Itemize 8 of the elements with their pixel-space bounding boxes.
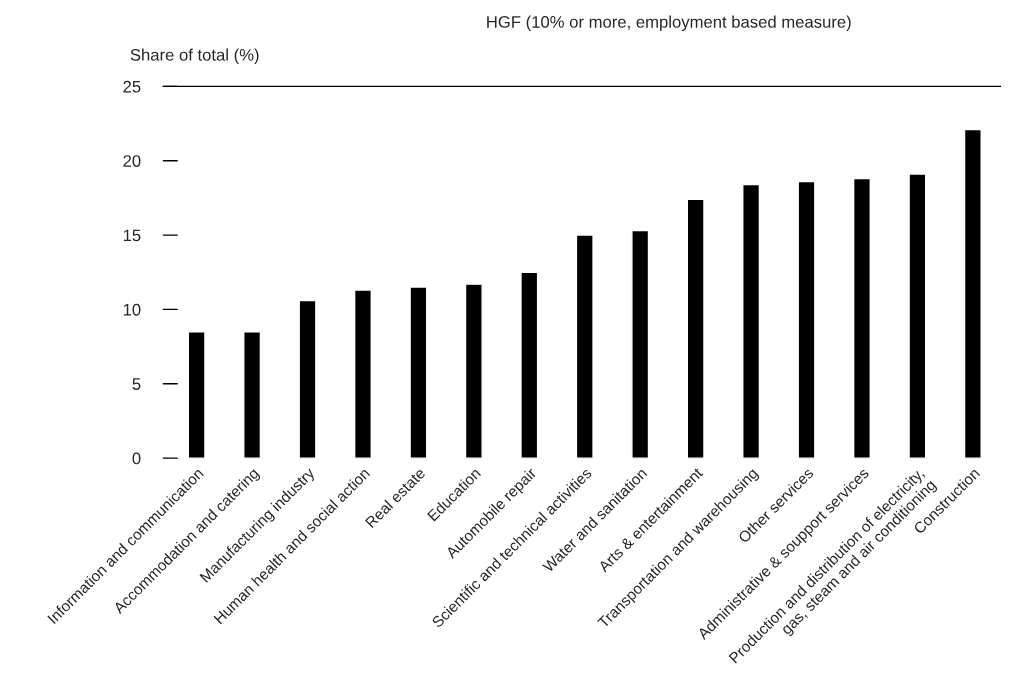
y-tick-label: 25	[123, 80, 141, 93]
y-axis-title: Share of total (%)	[130, 48, 259, 65]
y-tick-label: 0	[132, 452, 141, 465]
chart-title: HGF (10% or more, employment based measure)	[487, 15, 851, 32]
y-tick-label: 5	[132, 378, 141, 390]
y-tick-label: 10	[123, 303, 141, 316]
y-tick-label: 15	[123, 229, 141, 242]
y-tick-label: 20	[123, 155, 141, 167]
